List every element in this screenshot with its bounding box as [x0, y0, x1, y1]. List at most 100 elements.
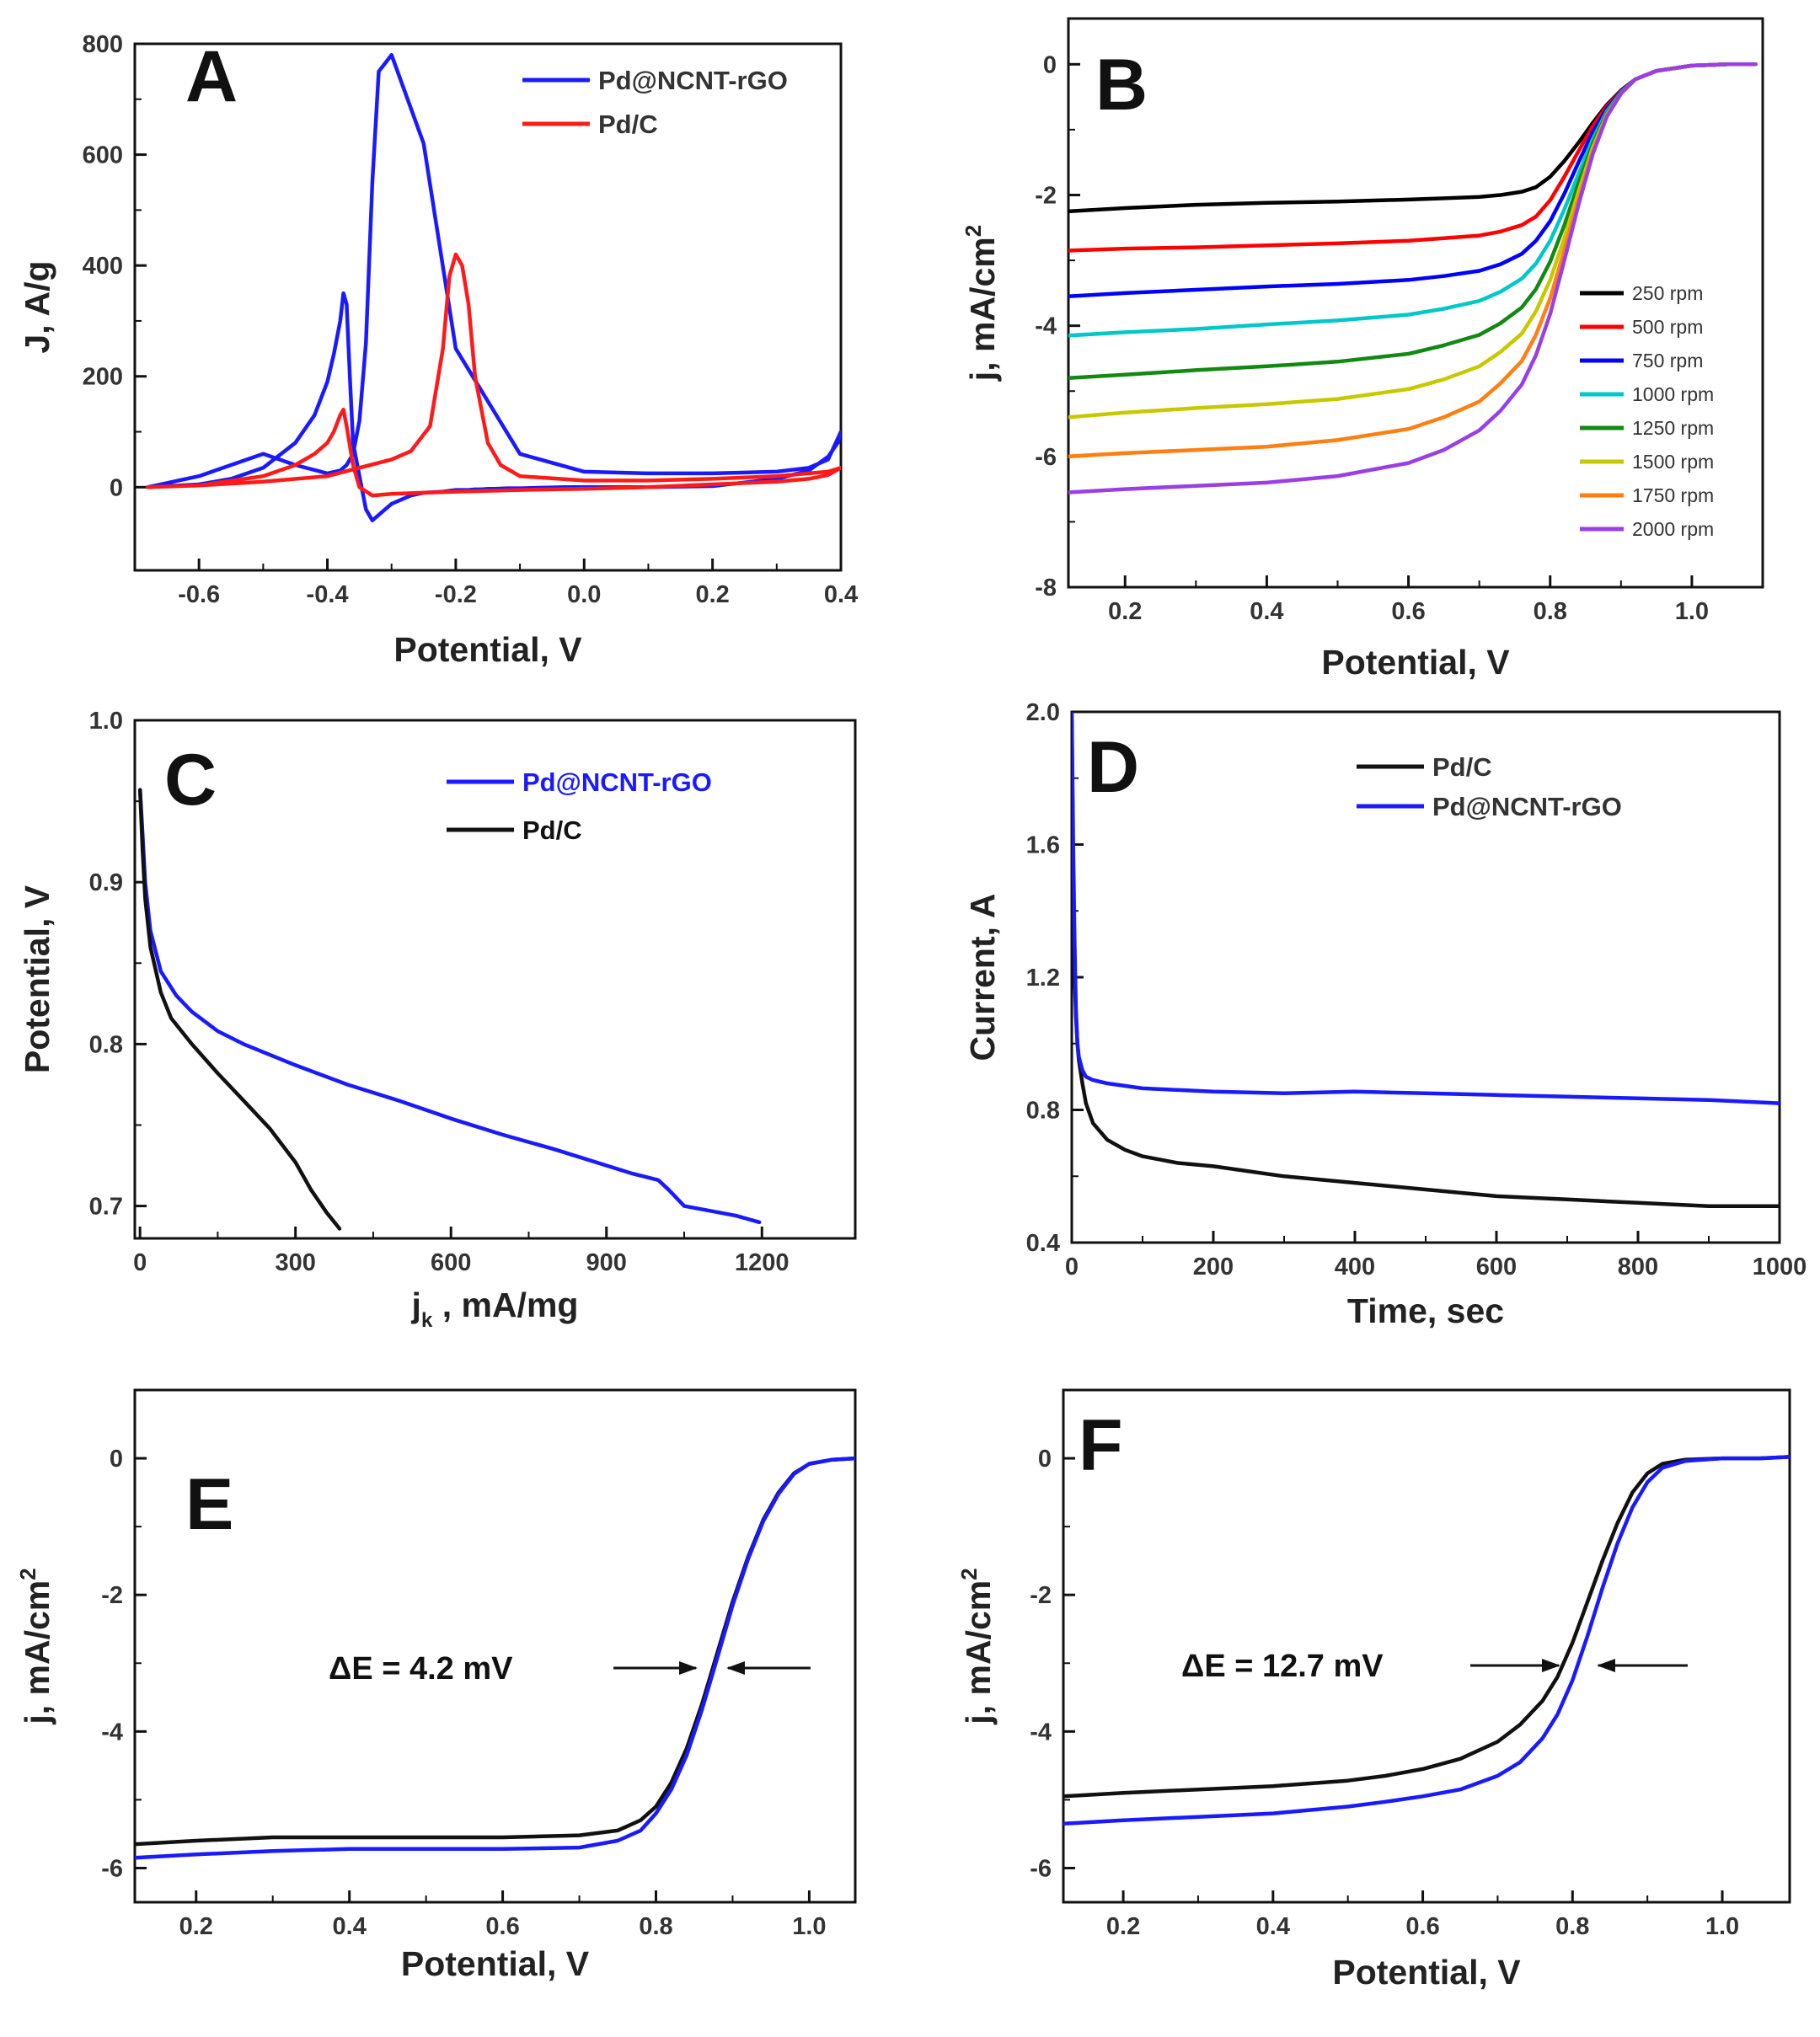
series-line-pd-ncnt-rgo	[145, 52, 841, 523]
panel-b: 0.2 0.4 0.6 0.8 1.0 -8 -6 -4 -2 0 Potential, V j, m…	[961, 17, 1764, 682]
y-tick-label: 0	[110, 474, 123, 501]
y-tick-label: 2.0	[1026, 699, 1060, 726]
x-tick-label: 400	[1335, 1254, 1375, 1280]
x-tick-label: 0.6	[485, 1913, 519, 1940]
y-tick-label: 0.9	[89, 869, 123, 896]
x-tick-label: 0.6	[1391, 598, 1425, 625]
y-tick-label: 0.4	[1026, 1230, 1060, 1257]
plot-frame	[133, 719, 857, 1240]
legend-label-1750-rpm: 1750 rpm	[1632, 484, 1714, 506]
y-tick-label: 0	[1043, 51, 1057, 78]
y-axis-title-main: Potential, V	[18, 885, 56, 1073]
series-line-pd-ncnt-rgo	[137, 788, 762, 1225]
arrow-right-head	[679, 1661, 698, 1675]
y-axis-title: j, mA/cm2	[956, 1568, 998, 1724]
legend-label-pd-ncnt-rgo: Pd@NCNT-rGO	[1432, 792, 1622, 821]
y-tick-label: -6	[101, 1855, 123, 1882]
series-line-pd-c	[137, 788, 342, 1231]
y-tick-label: 0	[110, 1446, 123, 1473]
y-tick-label: 400	[83, 253, 123, 280]
y-tick-label: -4	[101, 1719, 123, 1746]
x-tick-label: 0.4	[1256, 1913, 1290, 1940]
series-group	[137, 788, 762, 1231]
series-group	[1068, 62, 1758, 495]
x-axis-title: Potential, V	[393, 630, 582, 669]
legend-label-pd-c: Pd/C	[598, 110, 658, 139]
x-axis-title-rest: , mA/mg	[432, 1286, 578, 1324]
x-tick-label: 0.2	[695, 581, 729, 608]
legend: Pd/C Pd@NCNT-rGO	[1357, 752, 1622, 821]
x-axis-title: Potential, V	[1321, 643, 1510, 682]
y-axis-title: Potential, V	[18, 885, 56, 1073]
y-tick-label: -2	[1030, 1582, 1052, 1609]
panel-f: 0.2 0.4 0.6 0.8 1.0 -6 -4 -2 0 Potential, V j, mA/…	[956, 1388, 1791, 1992]
x-tick-label: 1200	[735, 1249, 790, 1276]
panel-a: -0.6 -0.4 -0.2 0.0 0.2 0.4 0 200 400 600 800 Potent…	[18, 31, 858, 669]
legend-label-2000-rpm: 2000 rpm	[1632, 518, 1714, 540]
arrow-left-head	[726, 1661, 745, 1675]
x-tick-label: 1000	[1753, 1254, 1807, 1280]
plot-frame	[133, 1388, 857, 1904]
x-tick-label: 0.4	[1250, 598, 1283, 625]
x-tick-label: 0.8	[1534, 598, 1567, 625]
x-tick-label: -0.6	[178, 581, 220, 608]
series-line-pd-ncnt-rgo	[135, 1456, 855, 1860]
y-axis-title-superscript: 2	[15, 1568, 40, 1580]
series-group	[145, 52, 841, 523]
legend: Pd@NCNT-rGO Pd/C	[522, 66, 788, 139]
x-axis-title: jk , mA/mg	[411, 1286, 579, 1332]
legend-label-1500-rpm: 1500 rpm	[1632, 451, 1714, 473]
x-tick-label: 0.8	[1555, 1913, 1589, 1940]
y-axis-title: j, mA/cm2	[15, 1568, 56, 1724]
legend-label-pd-ncnt-rgo: Pd@NCNT-rGO	[598, 66, 788, 95]
x-tick-label: 1.0	[792, 1913, 826, 1940]
series-line-2000-rpm	[1068, 62, 1758, 495]
x-tick-label: 200	[1193, 1254, 1234, 1280]
panel-label: D	[1087, 727, 1139, 808]
x-tick-label: 900	[586, 1249, 627, 1276]
y-tick-label: -2	[1035, 182, 1057, 209]
y-tick-label: 0	[1038, 1446, 1052, 1473]
x-axis-title: Potential, V	[401, 1944, 590, 1983]
y-tick-label: 0.8	[1026, 1098, 1060, 1125]
x-tick-label: 0.4	[824, 581, 858, 608]
x-tick-label: 0.6	[1405, 1913, 1439, 1940]
y-axis-title: Current, A	[963, 894, 1002, 1061]
series-group	[135, 1456, 855, 1860]
plot-frame	[1062, 1388, 1791, 1904]
y-axis-title-superscript: 2	[956, 1568, 982, 1580]
legend: Pd@NCNT-rGO Pd/C	[447, 767, 712, 845]
panel-label: F	[1079, 1405, 1123, 1486]
y-tick-label: 200	[83, 364, 123, 391]
legend-label-250-rpm: 250 rpm	[1632, 282, 1703, 304]
y-axis-title: J, A/g	[18, 260, 56, 353]
x-tick-label: 800	[1618, 1254, 1658, 1280]
x-tick-label: 0.2	[179, 1913, 213, 1940]
legend-label-500-rpm: 500 rpm	[1632, 316, 1703, 338]
y-tick-label: -6	[1035, 444, 1057, 471]
series-line-pd-c	[1063, 1455, 1790, 1799]
y-tick-label: -4	[1035, 313, 1057, 340]
legend-label-pd-c: Pd/C	[522, 815, 582, 845]
y-axis-title-main: j, mA/cm	[18, 1580, 56, 1725]
x-tick-label: 1.0	[1675, 598, 1709, 625]
x-tick-label: -0.4	[307, 581, 349, 608]
x-tick-label: 300	[275, 1249, 315, 1276]
x-axis-title-main: j	[411, 1286, 421, 1324]
panel-e: 0.2 0.4 0.6 0.8 1.0 -6 -4 -2 0 Potential, V j, mA/…	[15, 1388, 857, 1983]
y-axis-title-main: j, mA/cm	[959, 1580, 998, 1725]
series-line-pd-ncnt-rgo	[1072, 712, 1780, 1105]
y-tick-label: 1.0	[89, 708, 123, 735]
plot-frame	[1067, 17, 1764, 589]
x-axis-title: Time, sec	[1347, 1291, 1504, 1330]
panel-label: E	[185, 1464, 233, 1545]
series-line-pd-ncnt-rgo	[1063, 1455, 1790, 1826]
delta-e-annotation: ΔE = 12.7 mV	[1181, 1649, 1384, 1684]
x-tick-label: 0.2	[1108, 598, 1142, 625]
plot-frame	[133, 42, 843, 572]
panel-label: C	[164, 740, 217, 821]
x-axis-title: Potential, V	[1332, 1953, 1521, 1992]
panel-c: 0 300 600 900 1200 0.7 0.8 0.9 1.0 jk , mA/mg Pote…	[18, 708, 857, 1332]
series-group	[1072, 712, 1780, 1208]
x-tick-label: 0.8	[639, 1913, 672, 1940]
